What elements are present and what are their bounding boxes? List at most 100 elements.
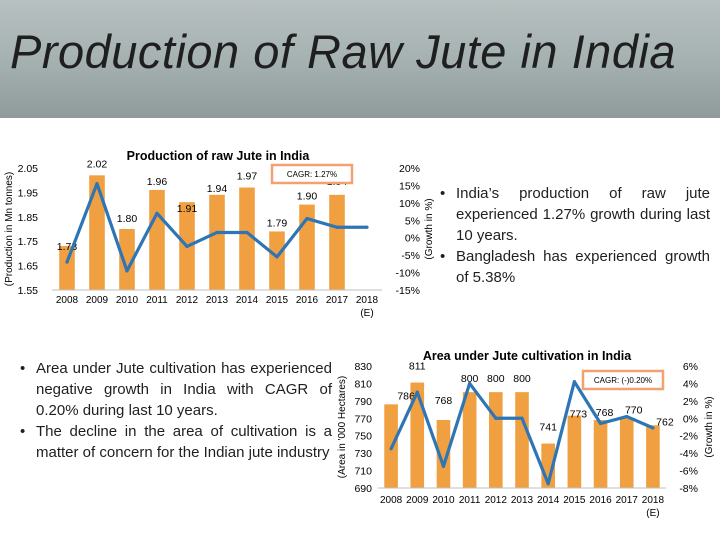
x-tick-label: 2014 — [236, 295, 259, 306]
data-label: 773 — [570, 409, 588, 421]
growth-point — [245, 230, 249, 235]
y2-tick-label: -8% — [679, 483, 698, 495]
growth-point — [365, 225, 369, 229]
y2-tick-label: -5% — [401, 250, 420, 262]
growth-point — [215, 230, 219, 235]
x-tick-label: 2010 — [432, 495, 455, 506]
growth-point — [389, 447, 393, 451]
x-tick-label: 2009 — [86, 295, 109, 306]
bar — [329, 194, 345, 290]
cagr-label: CAGR: 1.27% — [287, 170, 337, 179]
y-tick-label: 770 — [354, 413, 372, 425]
bar — [489, 392, 503, 488]
bar — [619, 418, 634, 488]
title-banner — [0, 0, 720, 118]
y-tick-label: 1.75 — [18, 236, 39, 248]
x-tick-label: 2016 — [296, 295, 319, 306]
y-tick-label: 1.55 — [18, 285, 39, 297]
production-bullets: India’s production of raw jute experienc… — [434, 183, 710, 288]
slide-title: Production of Raw Jute in India — [10, 25, 677, 78]
area-bullets: Area under Jute cultivation has experien… — [14, 358, 332, 463]
data-label: 741 — [539, 422, 557, 434]
growth-point — [572, 380, 576, 384]
growth-point — [155, 211, 159, 215]
growth-point — [185, 244, 189, 249]
y2-tick-label: 5% — [405, 215, 420, 227]
data-label: 1.91 — [177, 203, 198, 215]
x-tick-label: 2017 — [616, 495, 639, 506]
bar — [436, 420, 451, 488]
y-tick-label: 830 — [354, 361, 372, 373]
growth-point — [125, 269, 129, 273]
growth-point — [468, 381, 472, 386]
y2-tick-label: 15% — [399, 180, 420, 192]
cagr-box — [270, 163, 354, 185]
x-tick-label: 2012 — [485, 495, 508, 506]
y2-tick-label: 0% — [405, 233, 420, 245]
data-label: 811 — [409, 361, 426, 373]
growth-point — [441, 464, 446, 468]
bar — [89, 175, 105, 290]
bar — [515, 392, 529, 488]
y2-axis-title: (Growth in %) — [424, 198, 435, 259]
x-tick-label: 2013 — [511, 495, 534, 506]
y-tick-label: 730 — [354, 448, 372, 460]
growth-point — [625, 414, 629, 419]
chart-title: Area under Jute cultivation in India — [423, 349, 632, 363]
production-chart: Production of raw Jute in India 2.05 1.95 1… — [4, 149, 435, 319]
x-tick-label: 2018 (E) — [642, 495, 665, 519]
x-tick-label: 2008 — [380, 495, 403, 506]
x-tick-label: 2011 — [459, 495, 481, 506]
y-tick-label: 690 — [354, 483, 372, 495]
data-label: 770 — [625, 404, 643, 416]
y-tick-label: 710 — [354, 466, 372, 478]
x-tick-label: 2013 — [206, 295, 229, 306]
x-tick-label: 2015 — [266, 295, 289, 306]
y2-tick-label: -15% — [395, 285, 420, 297]
y-axis-title: (Production in Mn tonnes) — [4, 172, 15, 287]
bar — [269, 231, 285, 290]
data-label: 768 — [596, 407, 614, 419]
y2-tick-label: -4% — [679, 448, 698, 460]
y-tick-label: 790 — [354, 396, 372, 408]
bullet-item: The decline in the area of cultivation i… — [14, 421, 332, 463]
x-tick-label: 2008 — [56, 295, 79, 306]
x-tick-label: 2011 — [146, 295, 168, 306]
growth-point — [95, 182, 99, 186]
bar — [209, 194, 225, 290]
bar — [593, 420, 608, 488]
y-tick-label: 810 — [354, 378, 372, 390]
cagr-label: CAGR: (-)0.20% — [594, 376, 652, 385]
y-tick-label: 1.95 — [18, 187, 39, 199]
y-tick-label: 2.05 — [18, 163, 39, 175]
bar — [462, 392, 477, 488]
y2-tick-label: 0% — [683, 413, 698, 425]
bar — [239, 187, 255, 290]
y2-tick-label: 6% — [683, 361, 698, 373]
x-tick-label: 2009 — [406, 495, 429, 506]
x-tick-label: 2015 — [563, 495, 586, 506]
data-label: 2.02 — [87, 158, 108, 170]
data-label: 1.96 — [147, 176, 168, 188]
data-label: 786 — [397, 390, 415, 402]
bar — [119, 229, 135, 290]
growth-point — [651, 426, 655, 430]
growth-point — [520, 416, 524, 420]
data-label: 1.80 — [117, 213, 138, 225]
x-tick-label: 2018 (E) — [356, 295, 379, 319]
y2-tick-label: 2% — [683, 396, 698, 408]
x-tick-label: 2010 — [116, 295, 139, 306]
bar — [410, 382, 425, 488]
bar — [59, 246, 75, 290]
bar — [646, 425, 660, 488]
y-tick-label: 1.85 — [18, 212, 39, 224]
x-tick-label: 2016 — [589, 495, 612, 506]
y-axis-title: (Area in '000 Hectares) — [337, 376, 348, 479]
chart-title: Production of raw Jute in India — [127, 149, 311, 163]
data-label: 800 — [461, 373, 479, 385]
area-chart: Area under Jute cultivation in India 830 8… — [337, 349, 715, 519]
data-label: 1.79 — [267, 217, 288, 229]
data-label: 1.97 — [237, 171, 258, 183]
data-label: 768 — [435, 395, 453, 407]
